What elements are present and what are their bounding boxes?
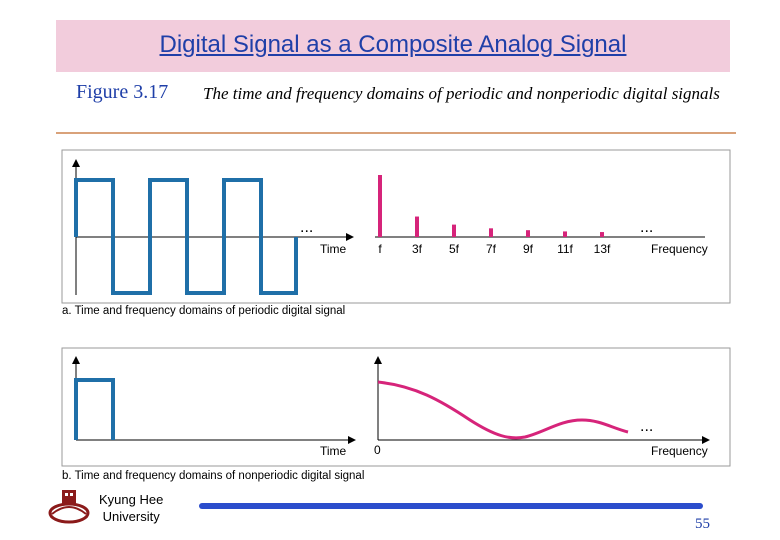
panel-b-frame [61,347,731,467]
title-banner: Digital Signal as a Composite Analog Sig… [56,20,730,72]
harmonic-label-9f: 9f [523,242,534,256]
panel-a-time-ellipsis: ... [300,219,313,236]
panel-b-pulse [74,378,115,440]
harmonic-label-5f: 5f [449,242,460,256]
footer-bar [199,503,703,509]
harmonic-label-7f: 7f [486,242,497,256]
panel-a-freq-ellipsis: ... [640,219,653,236]
university-name: Kyung Hee University [99,491,163,525]
figure-label: Figure 3.17 [76,81,169,103]
panel-b-caption: b. Time and frequency domains of nonperi… [62,470,365,482]
harmonic-label-11f: 11f [557,242,573,256]
panel-a-freq-label: Frequency [651,242,708,256]
figure-caption: The time and frequency domains of period… [203,84,720,103]
university-line-2: University [102,509,160,524]
panel-a-square-wave [74,178,298,295]
university-logo [48,490,90,524]
panel-b-sinc-curve [377,380,629,440]
divider-rule [56,132,736,134]
panel-a-caption: a. Time and frequency domains of periodi… [62,305,346,317]
page-number: 55 [695,516,710,532]
university-line-1: Kyung Hee [99,492,164,507]
panel-b-origin-label: 0 [374,443,381,457]
harmonic-label-f: f [378,242,382,256]
panel-a-frame [61,149,731,304]
slide-title: Digital Signal as a Composite Analog Sig… [159,31,627,58]
panel-b-time-label: Time [320,444,347,458]
harmonic-label-13f: 13f [594,242,611,256]
panel-a-harmonics: f 3f 5f 7f 9f 11f 13f [378,175,611,256]
panel-a-time-label: Time [320,242,347,256]
panel-b-freq-ellipsis: ... [640,418,653,435]
panel-b-freq-label: Frequency [651,444,708,458]
harmonic-label-3f: 3f [412,242,423,256]
